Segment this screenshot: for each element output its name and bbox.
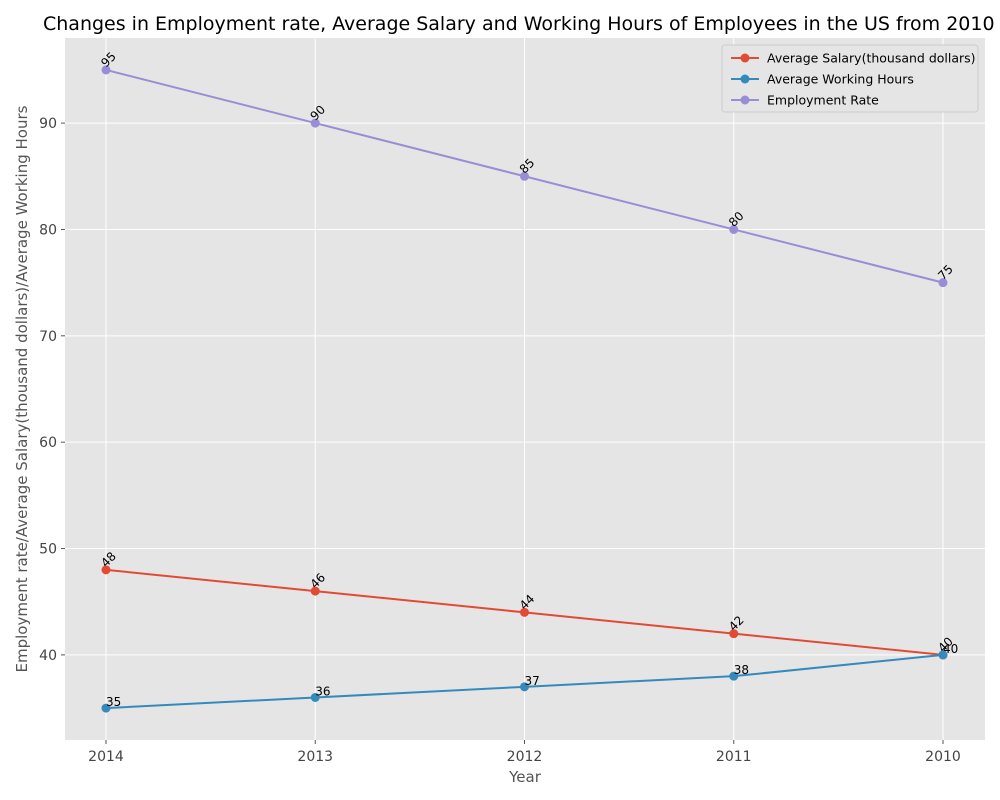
data-point: [729, 224, 739, 234]
legend-marker: [740, 53, 750, 63]
data-label: 37: [525, 674, 540, 688]
x-tick-label: 2014: [88, 749, 124, 765]
data-label: 35: [106, 695, 121, 709]
data-point: [520, 607, 529, 617]
legend-label: Average Salary(thousand dollars): [767, 51, 976, 66]
legend-label: Employment Rate: [767, 93, 879, 108]
y-tick-label: 40: [39, 648, 57, 664]
y-axis-ticks: 40 50 60 70 80 90: [39, 116, 65, 664]
data-point: [938, 278, 948, 288]
data-label: 40: [943, 642, 958, 656]
data-point: [938, 650, 948, 660]
legend-item: Employment Rate: [731, 93, 879, 108]
y-tick-label: 80: [39, 222, 57, 238]
x-tick-label: 2010: [925, 749, 961, 765]
data-point: [520, 171, 529, 181]
y-tick-label: 60: [39, 435, 57, 451]
x-axis-ticks: 2014 2013 2012 2011 2010: [88, 740, 961, 765]
data-point: [101, 65, 111, 75]
y-tick-label: 50: [39, 542, 57, 558]
legend-item: Average Salary(thousand dollars): [731, 51, 976, 66]
y-tick-label: 70: [39, 329, 57, 345]
chart-title: Changes in Employment rate, Average Sala…: [43, 13, 1000, 35]
legend-label: Average Working Hours: [767, 72, 914, 87]
data-point: [101, 565, 111, 575]
x-tick-label: 2012: [507, 749, 543, 765]
series-1: 35 36 37 38 40: [101, 642, 958, 713]
legend-box: [721, 44, 979, 113]
legend: Average Salary(thousand dollars) Average …: [721, 44, 979, 113]
x-axis-label: Year: [508, 768, 542, 786]
legend-marker: [740, 74, 750, 84]
legend-item: Average Working Hours: [731, 72, 914, 87]
data-point: [101, 703, 111, 713]
data-point: [520, 682, 529, 692]
x-tick-label: 2013: [297, 749, 333, 765]
x-tick-label: 2011: [716, 749, 752, 765]
data-label: 38: [734, 663, 749, 677]
data-point: [310, 118, 320, 128]
y-axis-label: Employment rate/Average Salary(thousand …: [13, 105, 31, 672]
y-tick-label: 90: [39, 116, 57, 132]
data-point: [310, 692, 320, 702]
data-point: [729, 629, 739, 639]
grid-lines: [65, 38, 985, 740]
data-point: [729, 671, 739, 681]
data-label: 36: [315, 684, 330, 698]
data-point: [310, 586, 320, 596]
legend-marker: [740, 95, 750, 105]
